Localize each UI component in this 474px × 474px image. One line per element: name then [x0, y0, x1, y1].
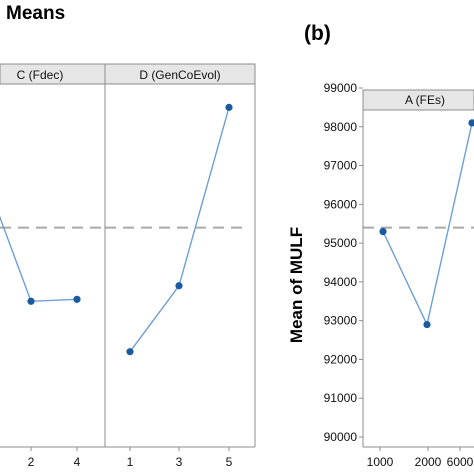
- x-tick-a-6000: 6000: [447, 455, 474, 469]
- facet-title-d: D (GenCoEvol): [139, 68, 220, 82]
- data-point: [27, 297, 35, 305]
- y-tick-label: 93000: [324, 314, 358, 328]
- y-tick-label: 95000: [324, 236, 358, 250]
- figure-title-fragment: Means: [6, 3, 65, 24]
- series-line: [382, 122, 473, 327]
- data-point: [73, 295, 81, 303]
- data-point: [225, 103, 233, 111]
- x-tick-d-3: 3: [176, 455, 183, 469]
- y-tick-label: 92000: [324, 352, 358, 366]
- x-tick-c-4: 4: [74, 455, 81, 469]
- data-point: [126, 348, 134, 356]
- y-tick-label: 91000: [324, 391, 358, 405]
- y-tick-label: 99000: [324, 81, 358, 95]
- y-axis-label: Mean of MULF: [287, 227, 306, 343]
- x-tick-a-1000: 1000: [367, 455, 394, 469]
- y-tick-label: 98000: [324, 120, 358, 134]
- x-tick-c-2: 2: [28, 455, 35, 469]
- facet-title-c: C (Fdec): [17, 68, 64, 82]
- y-tick-label: 96000: [324, 197, 358, 211]
- data-point: [423, 320, 431, 329]
- x-tick-d-5: 5: [226, 455, 233, 469]
- data-point: [468, 119, 474, 127]
- panel-a-facet-d: D (GenCoEvol) 1 3 5: [104, 63, 256, 469]
- series-line: [0, 215, 78, 302]
- x-tick-d-1: 1: [127, 455, 134, 469]
- panel-a-facet-c: C (Fdec) 2 4: [0, 63, 106, 469]
- panel-b-facet-a: Mean of MULF A (FEs) 90000 91000 92000 9300…: [287, 81, 474, 469]
- panel-b-label: (b): [304, 22, 331, 45]
- series-line: [129, 107, 230, 353]
- data-point: [379, 227, 387, 236]
- data-point: [175, 282, 183, 290]
- facet-title-a: A (FEs): [405, 93, 445, 107]
- y-tick-label: 97000: [324, 159, 358, 173]
- x-tick-a-2000: 2000: [415, 455, 442, 469]
- y-tick-label: 90000: [324, 430, 358, 444]
- y-tick-label: 94000: [324, 275, 358, 289]
